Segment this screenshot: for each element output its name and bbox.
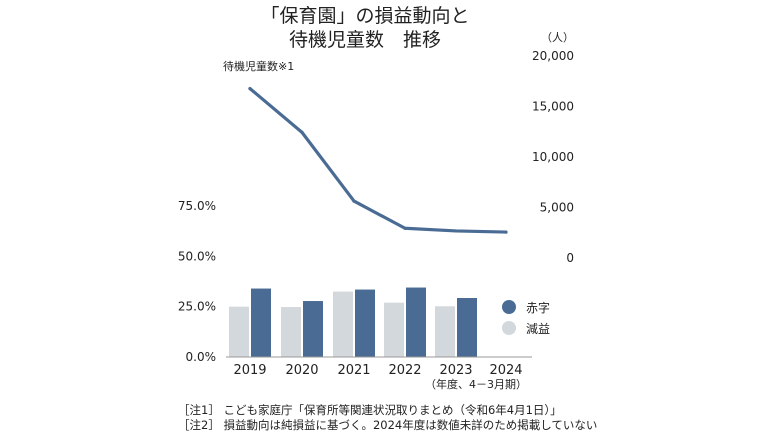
right-axis-tick-label: 0 [566,251,574,265]
legend-swatch-decline [502,321,516,335]
right-axis-tick-label: 5,000 [540,201,574,215]
bar-decline [384,302,404,357]
left-axis-tick-label: 25.0% [178,300,216,314]
x-axis-tick-label: 2024 [489,363,522,378]
line-point [248,87,252,91]
left-axis-tick-label: 50.0% [178,249,216,263]
chart-title-line1: 「保育園」の損益動向と [260,5,469,27]
bar-deficit [303,301,323,357]
right-axis-tick-label: 15,000 [532,100,574,114]
line-point [403,226,407,230]
x-axis-sublabel: （年度、4－3月期） [425,377,527,391]
right-axis-tick-label: 20,000 [532,49,574,63]
line-point [504,230,508,234]
bar-deficit [457,298,477,357]
bar-decline [435,306,455,357]
right-axis-tick-label: 10,000 [532,150,574,164]
x-axis-tick-label: 2022 [388,363,421,378]
x-axis-tick-label: 2019 [233,363,266,378]
bar-decline [229,306,249,357]
left-axis-tick-label: 0.0% [186,350,217,364]
x-axis-tick-label: 2020 [285,363,318,378]
bar-decline [281,307,301,357]
x-axis-tick-label: 2021 [337,363,370,378]
chart-title-line2: 待機児童数 推移 [289,29,441,51]
bar-deficit [251,288,271,357]
note-2: ［注2］ 損益動向は純損益に基づく。2024年度は数値未詳のため掲載していない [178,418,597,432]
line-point [454,229,458,233]
line-point [300,130,304,134]
note-1: ［注1］ こども家庭庁「保育所等関連状況取りまとめ（令和6年4月1日）」 [178,403,562,417]
legend-label-decline: 減益 [526,321,550,336]
bar-deficit [355,289,375,357]
line-series-label: 待機児童数※1 [223,59,294,73]
right-axis-unit: （人） [541,31,574,44]
bar-decline [333,291,353,357]
left-axis-tick-label: 75.0% [178,199,216,213]
x-axis-tick-label: 2023 [439,363,472,378]
bar-deficit [406,287,426,357]
waiting-children-line [248,87,508,234]
legend-swatch-deficit [502,300,516,314]
line-point [352,199,356,203]
legend-label-deficit: 赤字 [526,300,550,315]
